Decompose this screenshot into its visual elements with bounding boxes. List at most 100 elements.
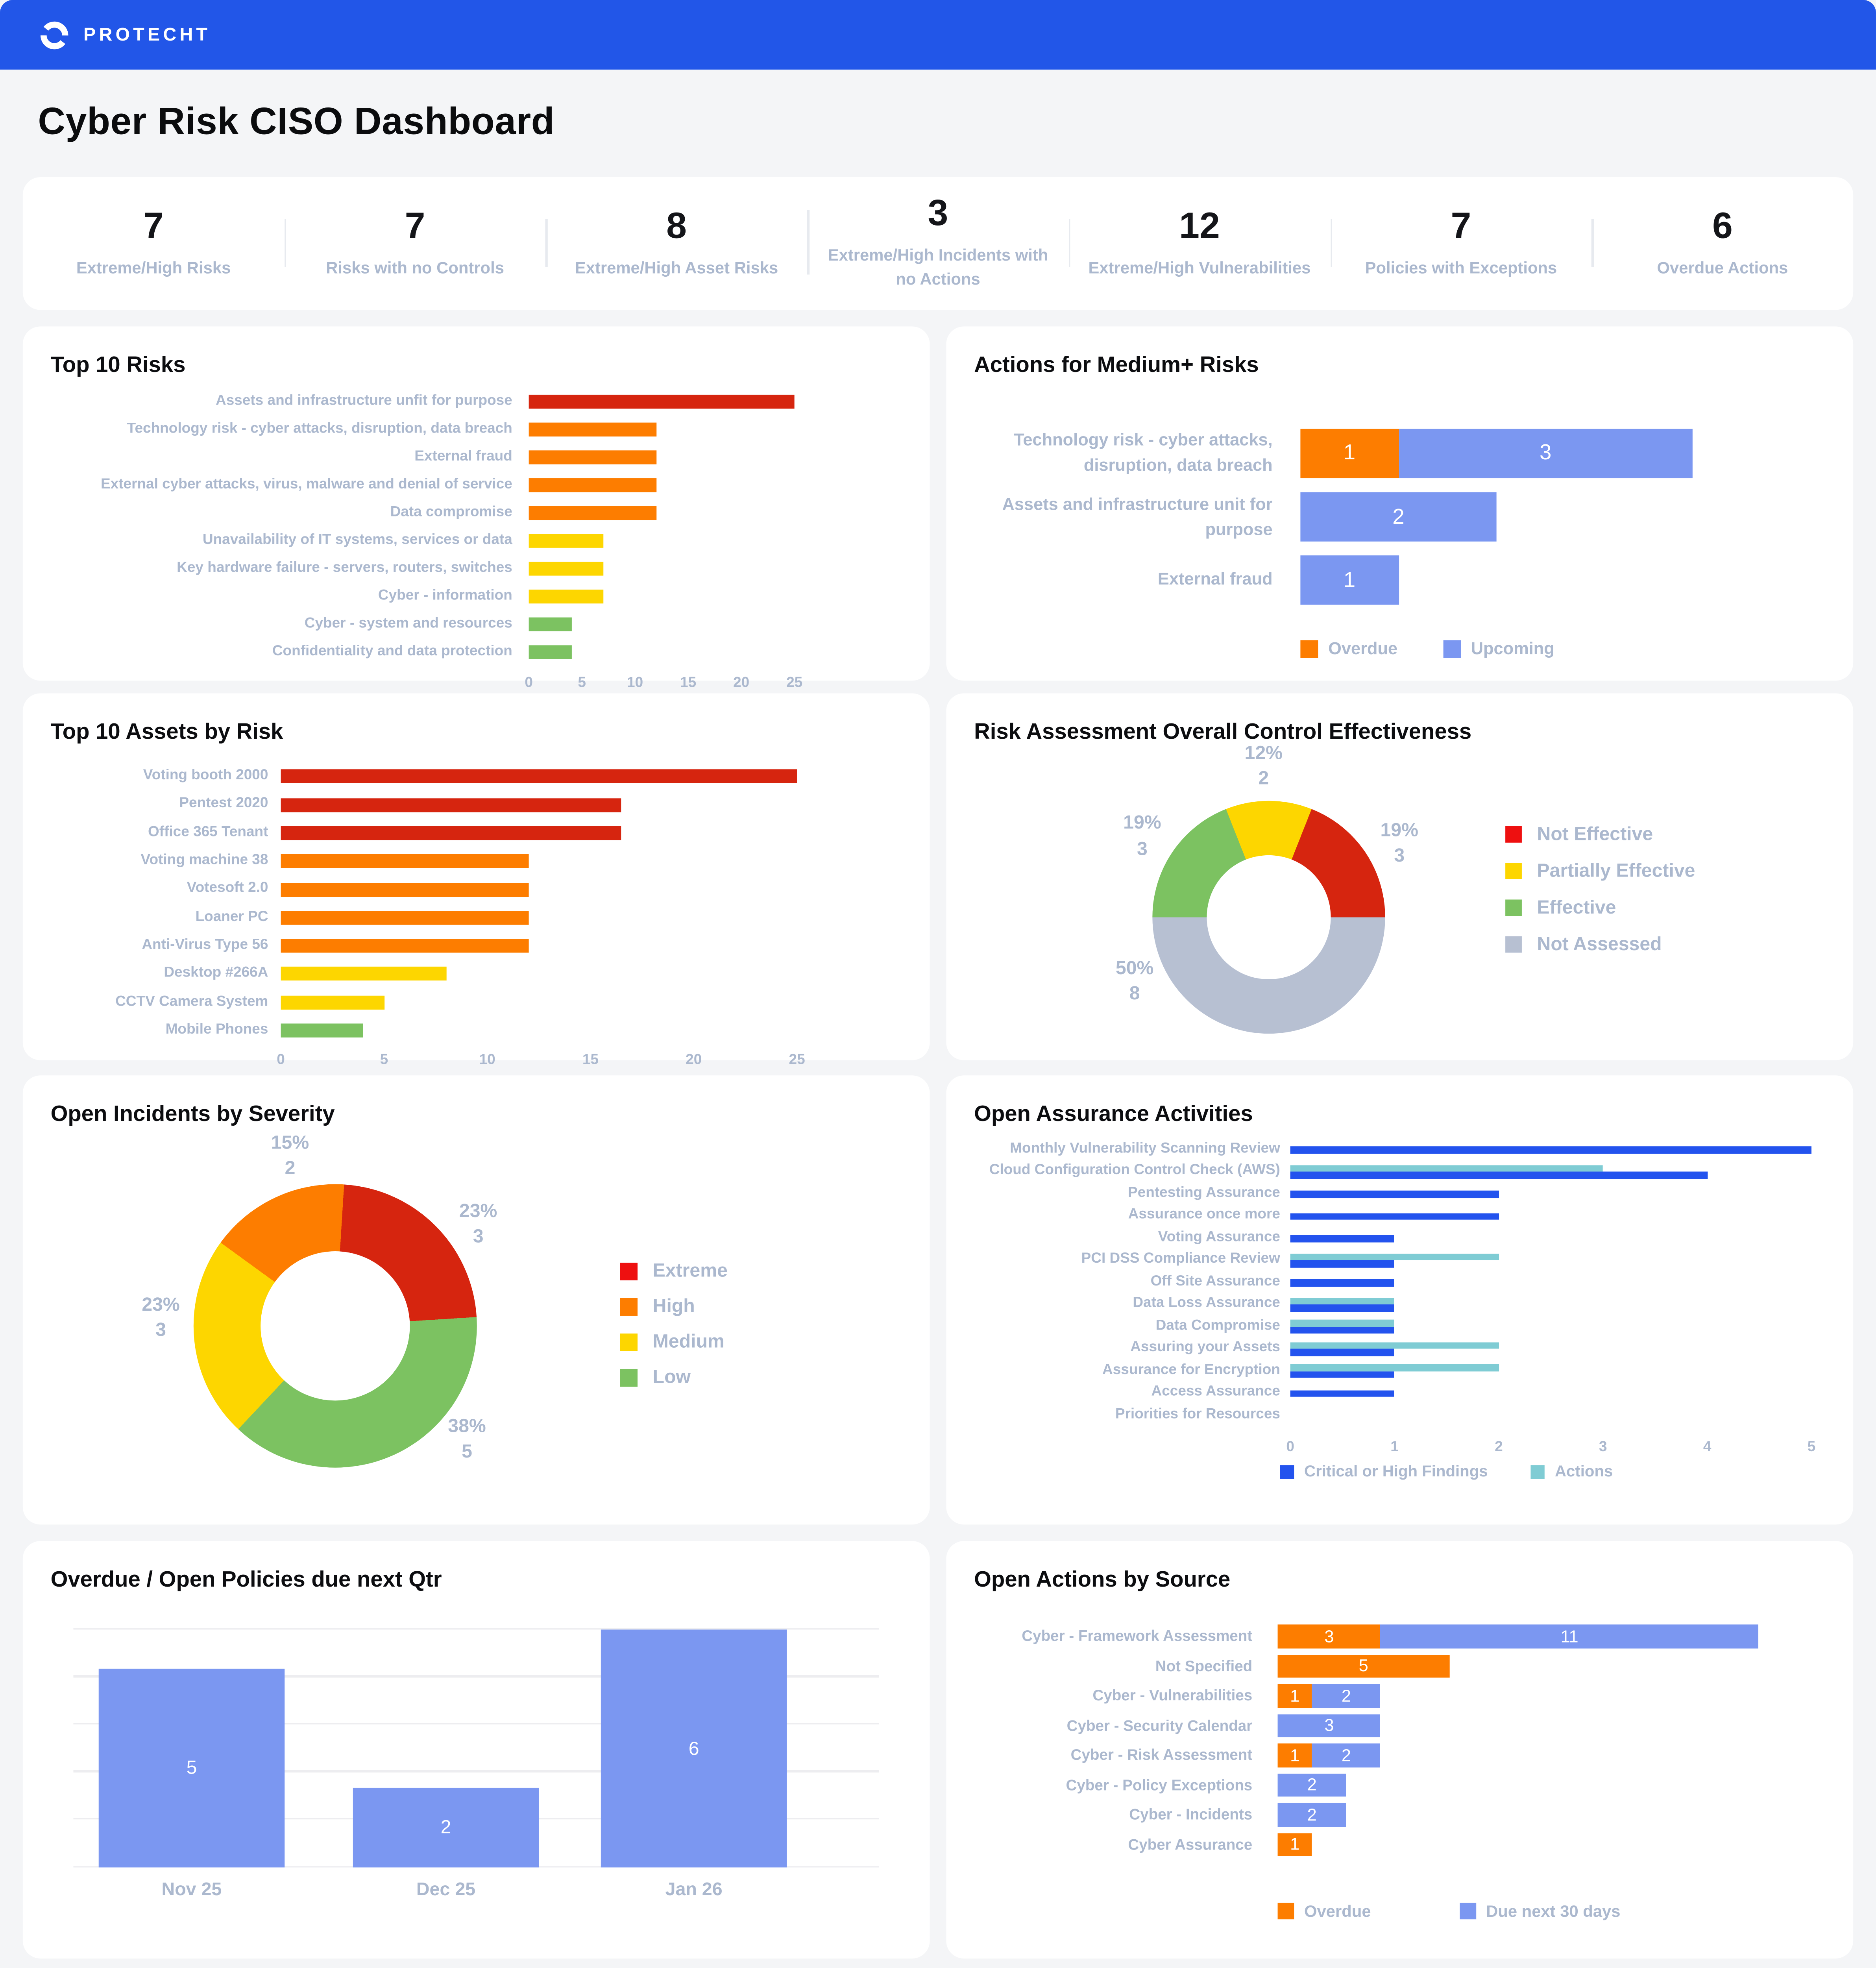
- bar[interactable]: [281, 854, 529, 868]
- card-open-assurance: Open Assurance Activities Monthly Vulner…: [946, 1075, 1854, 1525]
- legend-label: Medium: [652, 1331, 725, 1353]
- bar[interactable]: [281, 967, 446, 981]
- legend-item[interactable]: Overdue: [1300, 639, 1397, 658]
- axis-tick-label: 0: [1286, 1439, 1294, 1454]
- findings-bar[interactable]: [1290, 1371, 1395, 1378]
- findings-bar[interactable]: [1290, 1260, 1395, 1268]
- category-label: Votesoft 2.0: [187, 881, 268, 896]
- legend-item[interactable]: Extreme: [620, 1260, 728, 1282]
- bar-track: [1290, 1161, 1811, 1183]
- axis-category-label: Nov 25: [161, 1880, 222, 1901]
- legend-item[interactable]: Not Assessed: [1505, 934, 1695, 955]
- bar[interactable]: [281, 910, 529, 925]
- bar-segment-overdue[interactable]: 5: [1277, 1654, 1449, 1678]
- bar-segment-overdue[interactable]: 1: [1300, 428, 1399, 478]
- bar-segment-upcoming[interactable]: 3: [1398, 428, 1693, 478]
- findings-bar[interactable]: [1290, 1279, 1395, 1286]
- findings-bar[interactable]: [1290, 1327, 1395, 1334]
- findings-bar[interactable]: [1290, 1213, 1499, 1220]
- bar-segment-upcoming[interactable]: 2: [1300, 492, 1497, 542]
- bar-segment-due-next-30-days[interactable]: 2: [1312, 1743, 1381, 1767]
- bar[interactable]: [281, 797, 622, 812]
- bar-segment-due-next-30-days[interactable]: 2: [1312, 1684, 1381, 1707]
- kpi-item[interactable]: 6 Overdue Actions: [1591, 206, 1853, 280]
- actions-bar[interactable]: [1290, 1253, 1499, 1261]
- legend-label: Partially Effective: [1537, 860, 1695, 882]
- findings-bar[interactable]: [1290, 1235, 1395, 1242]
- kpi-item[interactable]: 7 Policies with Exceptions: [1330, 206, 1591, 280]
- bar[interactable]: [281, 882, 529, 897]
- bar[interactable]: [529, 506, 656, 521]
- bar[interactable]: [529, 534, 603, 548]
- kpi-item[interactable]: 3 Extreme/High Incidents with no Actions: [807, 194, 1068, 292]
- legend-label: Extreme: [652, 1260, 728, 1282]
- findings-bar[interactable]: [1290, 1349, 1395, 1356]
- x-axis: Nov 25 Dec 25 Jan 26: [73, 1880, 879, 1903]
- legend-item[interactable]: High: [620, 1296, 728, 1317]
- bar-segment-due-next-30-days[interactable]: 2: [1277, 1773, 1347, 1797]
- bar[interactable]: [281, 995, 384, 1010]
- actions-bar[interactable]: [1290, 1165, 1603, 1172]
- grouped-bar-row: Off Site Assurance: [974, 1271, 1825, 1293]
- bar[interactable]: [529, 562, 603, 576]
- bar-segment-due-next-30-days[interactable]: 2: [1277, 1803, 1347, 1826]
- bar-segment-upcoming[interactable]: 1: [1300, 555, 1399, 605]
- findings-bar[interactable]: [1290, 1190, 1499, 1198]
- axis-tick-label: 15: [680, 675, 697, 690]
- legend-item[interactable]: Low: [620, 1367, 728, 1388]
- actions-bar[interactable]: [1290, 1342, 1499, 1349]
- legend-item[interactable]: Not Effective: [1505, 824, 1695, 845]
- kpi-item[interactable]: 8 Extreme/High Asset Risks: [545, 206, 807, 280]
- bar[interactable]: [529, 618, 571, 632]
- kpi-item[interactable]: 7 Risks with no Controls: [284, 206, 545, 280]
- column-bar[interactable]: 6: [601, 1630, 787, 1868]
- bar[interactable]: [281, 826, 622, 840]
- kpi-item[interactable]: 12 Extreme/High Vulnerabilities: [1068, 206, 1330, 280]
- card-open-incidents: Open Incidents by Severity 23% 3 38% 5 23% 3 1…: [22, 1075, 930, 1525]
- actions-bar[interactable]: [1290, 1297, 1395, 1305]
- bar-row: External cyber attacks, virus, malware a…: [51, 476, 902, 496]
- slice-count: 2: [285, 1157, 296, 1179]
- bar-segment-overdue[interactable]: 3: [1277, 1624, 1381, 1648]
- category-label: Cyber - Security Calendar: [1066, 1716, 1253, 1734]
- category-label: Cyber - Incidents: [1129, 1805, 1253, 1824]
- bar[interactable]: [529, 478, 656, 493]
- bar-segment-overdue[interactable]: 1: [1277, 1743, 1312, 1767]
- findings-bar[interactable]: [1290, 1146, 1812, 1154]
- column-bar[interactable]: 5: [98, 1669, 285, 1868]
- legend-item[interactable]: Overdue: [1277, 1901, 1371, 1920]
- bar[interactable]: [529, 646, 571, 660]
- bar-track: [281, 826, 797, 840]
- bar[interactable]: [529, 590, 603, 604]
- findings-bar[interactable]: [1290, 1172, 1708, 1179]
- bar-segment-overdue[interactable]: 1: [1277, 1833, 1312, 1856]
- findings-bar[interactable]: [1290, 1305, 1395, 1312]
- column-bar[interactable]: 2: [353, 1788, 539, 1868]
- category-label: Cyber - Framework Assessment: [1022, 1627, 1253, 1645]
- legend-item[interactable]: Upcoming: [1443, 639, 1554, 658]
- bar[interactable]: [529, 395, 795, 409]
- legend-item[interactable]: Critical or High Findings: [1280, 1463, 1488, 1480]
- legend-item[interactable]: Actions: [1530, 1463, 1613, 1480]
- kpi-item[interactable]: 7 Extreme/High Risks: [23, 206, 284, 280]
- actions-bar[interactable]: [1290, 1364, 1499, 1371]
- bar-segment-due-next-30-days[interactable]: 3: [1277, 1713, 1381, 1737]
- legend-item[interactable]: Partially Effective: [1505, 860, 1695, 882]
- legend-swatch: [1280, 1464, 1294, 1479]
- findings-bar[interactable]: [1290, 1390, 1395, 1397]
- bar-segment-due-next-30-days[interactable]: 11: [1381, 1624, 1758, 1648]
- bar[interactable]: [529, 451, 656, 465]
- bar[interactable]: [281, 769, 797, 784]
- bar[interactable]: [281, 939, 529, 953]
- top-10-assets-chart: Voting booth 2000 Pentest 2020 Office 365 …: [51, 767, 902, 1071]
- legend-item[interactable]: Effective: [1505, 897, 1695, 919]
- legend-item[interactable]: Medium: [620, 1331, 728, 1353]
- legend-item[interactable]: Due next 30 days: [1459, 1901, 1621, 1920]
- bar[interactable]: [281, 1023, 364, 1038]
- kpi-label: Extreme/High Incidents with no Actions: [828, 245, 1048, 289]
- kpi-value: 3: [928, 194, 948, 235]
- actions-bar[interactable]: [1290, 1319, 1395, 1327]
- bar-segment-overdue[interactable]: 1: [1277, 1684, 1312, 1707]
- bar[interactable]: [529, 423, 656, 437]
